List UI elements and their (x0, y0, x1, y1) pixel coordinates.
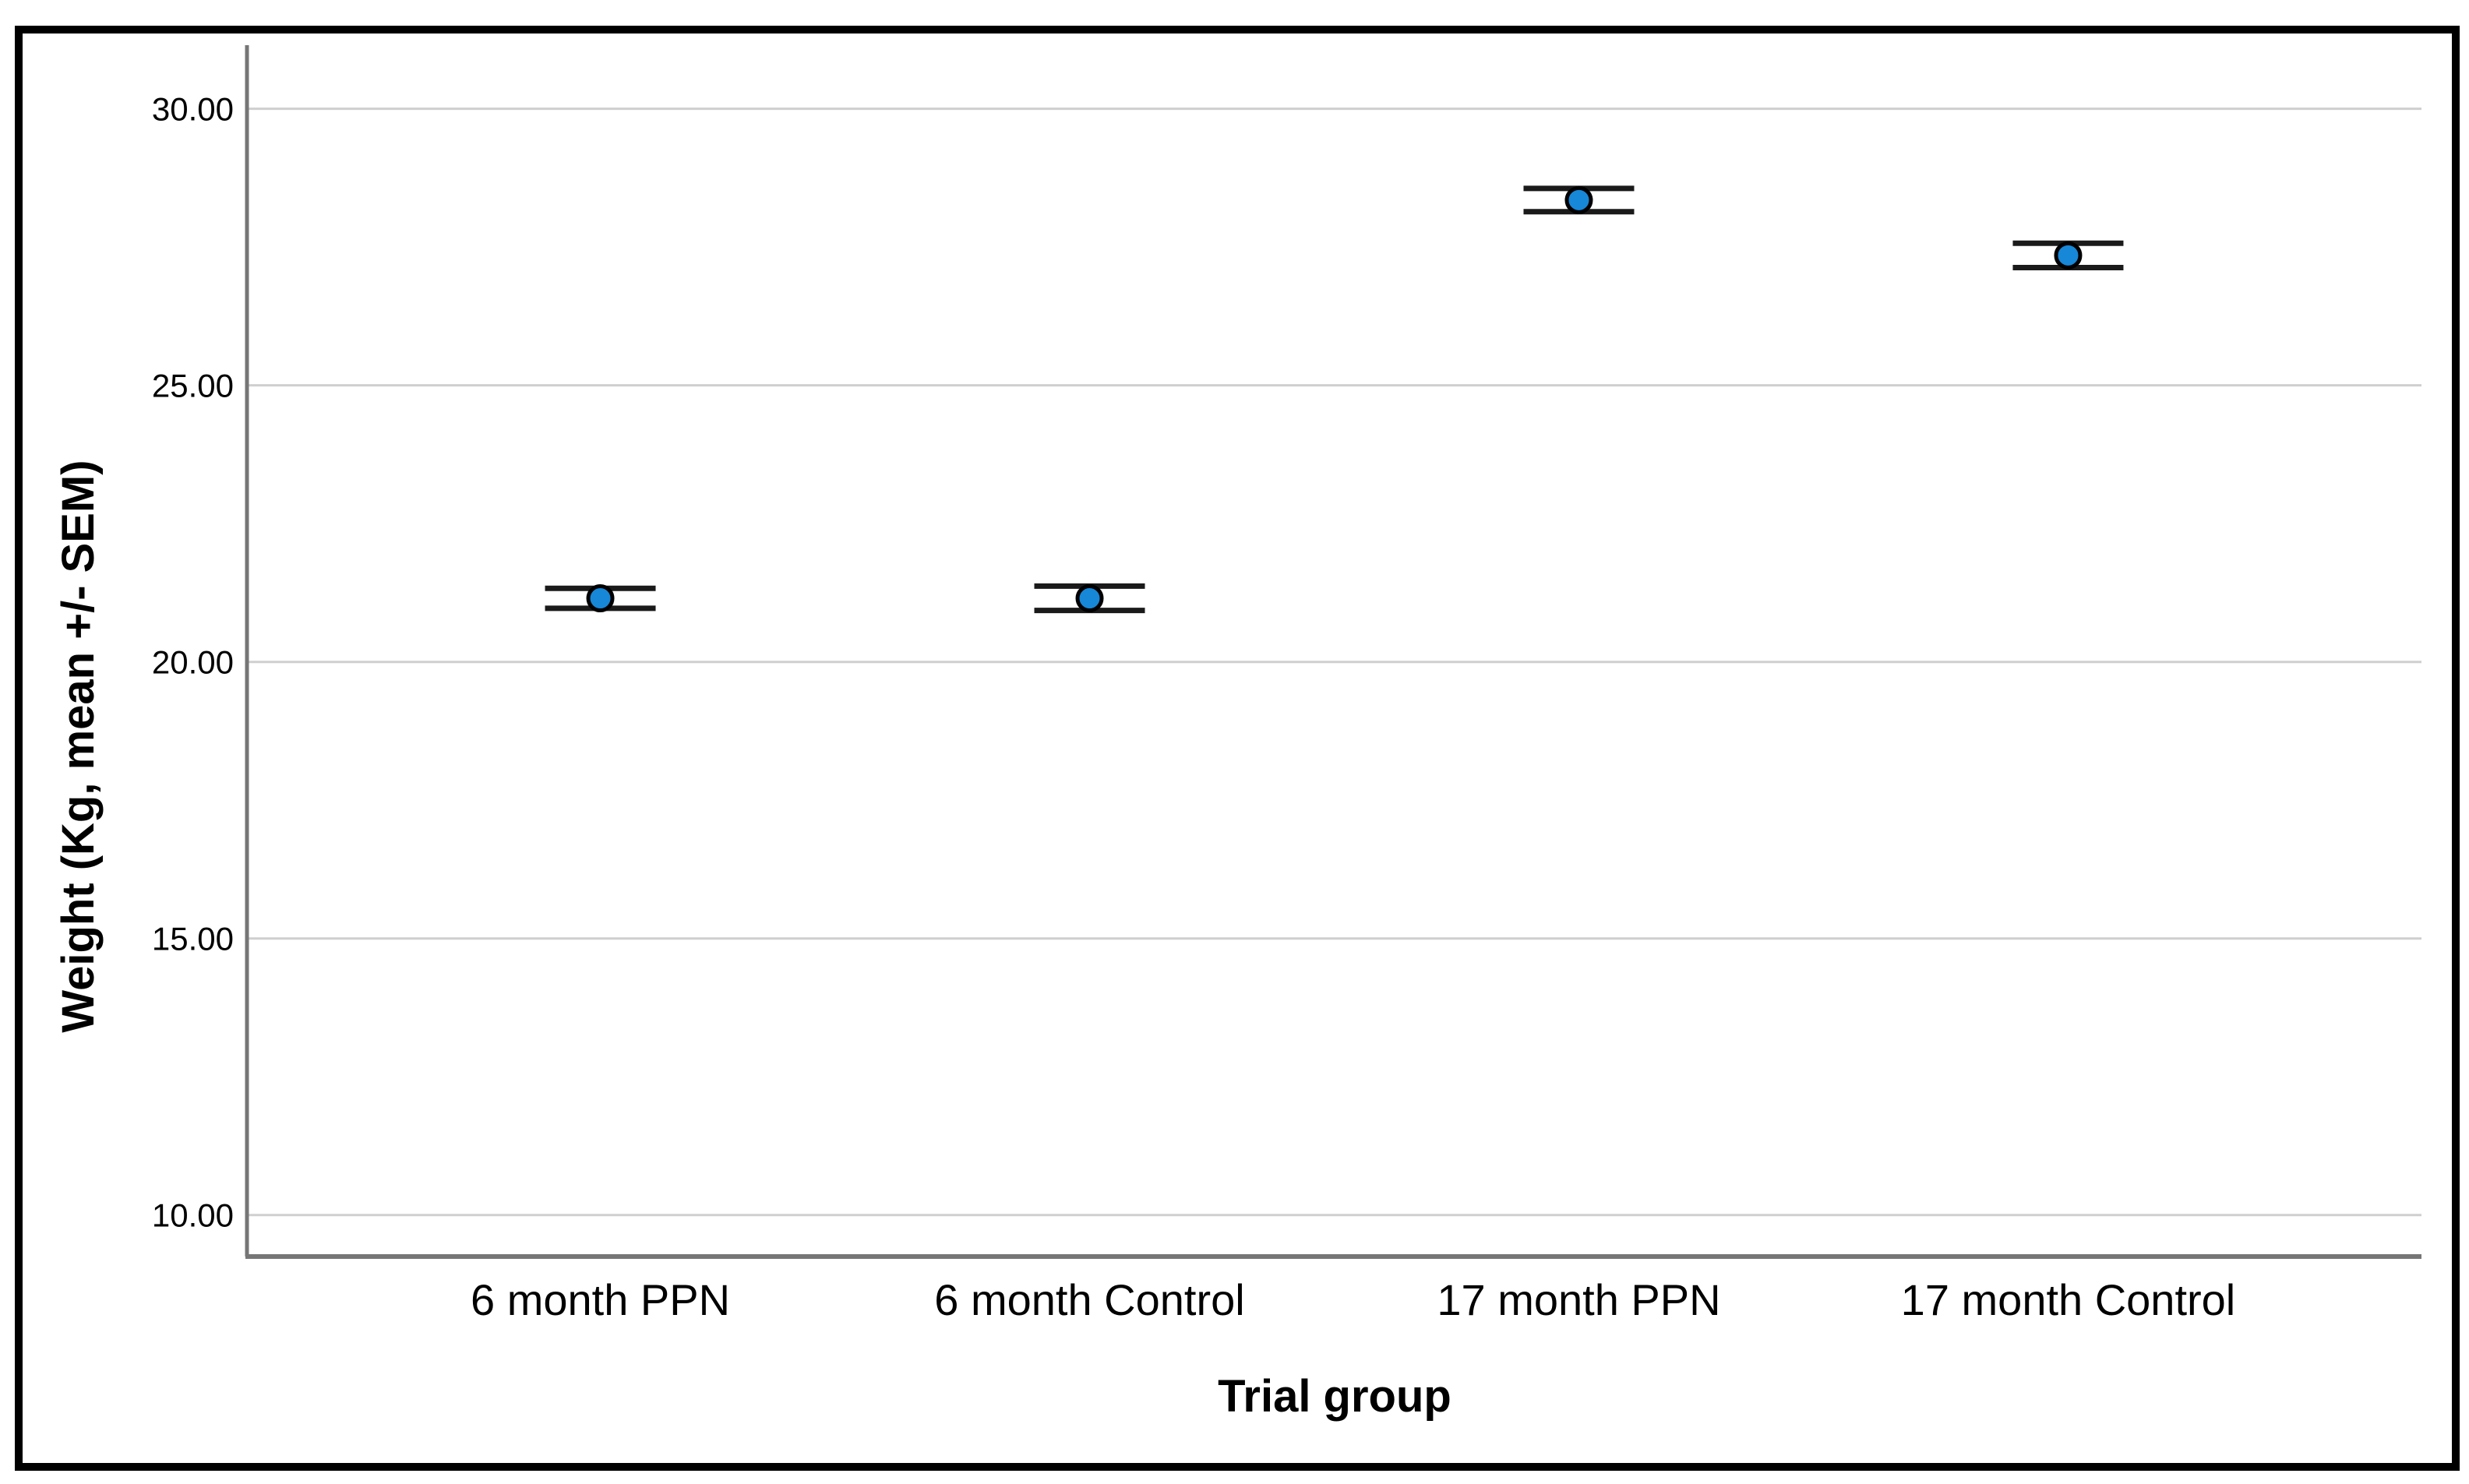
y-tick-label: 30.00 (152, 91, 234, 128)
mean-marker (1075, 584, 1104, 613)
x-category-label: 6 month PPN (471, 1275, 730, 1324)
y-tick-label: 20.00 (152, 644, 234, 681)
y-tick-labels: 30.00 25.00 20.00 15.00 10.00 (152, 91, 234, 1234)
y-axis-title: Weight (Kg, mean +/- SEM) (53, 460, 104, 1032)
mean-marker (1564, 185, 1593, 214)
x-category-label: 6 month Control (934, 1275, 1244, 1324)
x-category-label: 17 month PPN (1437, 1275, 1720, 1324)
y-tick-label: 10.00 (152, 1197, 234, 1234)
x-category-label: 17 month Control (1901, 1275, 2236, 1324)
x-axis-title: Trial group (1218, 1371, 1451, 1422)
axes (245, 45, 2421, 1259)
y-tick-label: 15.00 (152, 921, 234, 957)
x-category-labels: 6 month PPN 6 month Control 17 month PPN 17… (471, 1275, 2235, 1324)
gridlines (247, 108, 2421, 1217)
mean-marker (586, 584, 615, 613)
mean-marker (2054, 241, 2083, 270)
data-points (545, 185, 2124, 614)
y-tick-label: 25.00 (152, 368, 234, 404)
